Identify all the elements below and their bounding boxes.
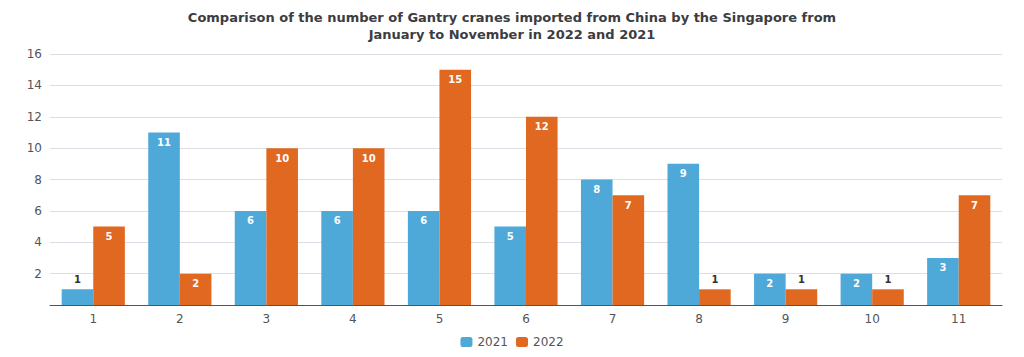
svg-text:10: 10	[27, 141, 42, 155]
svg-text:2: 2	[766, 278, 773, 289]
svg-text:1: 1	[798, 274, 805, 285]
svg-text:4: 4	[34, 235, 42, 249]
svg-text:6: 6	[334, 215, 341, 226]
svg-text:10: 10	[362, 153, 376, 164]
svg-text:3: 3	[263, 312, 271, 326]
svg-text:Comparison of the number of Ga: Comparison of the number of Gantry crane…	[188, 10, 836, 25]
svg-text:5: 5	[436, 312, 444, 326]
svg-text:16: 16	[27, 47, 42, 61]
svg-text:14: 14	[27, 78, 42, 92]
svg-text:2022: 2022	[533, 335, 564, 349]
svg-text:1: 1	[884, 274, 891, 285]
svg-text:1: 1	[711, 274, 718, 285]
svg-text:5: 5	[507, 231, 514, 242]
svg-text:January to November in 2022 an: January to November in 2022 and 2021	[368, 27, 656, 42]
svg-text:9: 9	[680, 168, 687, 179]
svg-text:2021: 2021	[477, 335, 508, 349]
svg-text:1: 1	[89, 312, 97, 326]
svg-text:2: 2	[853, 278, 860, 289]
svg-text:7: 7	[971, 200, 978, 211]
svg-text:9: 9	[782, 312, 790, 326]
svg-text:6: 6	[522, 312, 530, 326]
svg-text:5: 5	[106, 231, 113, 242]
svg-text:6: 6	[34, 204, 42, 218]
svg-text:10: 10	[865, 312, 880, 326]
svg-text:6: 6	[247, 215, 254, 226]
svg-text:8: 8	[593, 184, 600, 195]
svg-text:8: 8	[34, 173, 42, 187]
svg-text:7: 7	[625, 200, 632, 211]
svg-text:12: 12	[535, 121, 549, 132]
svg-text:3: 3	[939, 262, 946, 273]
svg-text:2: 2	[34, 267, 42, 281]
svg-text:11: 11	[951, 312, 966, 326]
svg-text:4: 4	[349, 312, 357, 326]
svg-text:12: 12	[27, 110, 42, 124]
svg-text:15: 15	[448, 74, 462, 85]
svg-text:2: 2	[192, 278, 199, 289]
svg-text:7: 7	[609, 312, 617, 326]
svg-text:1: 1	[74, 274, 81, 285]
svg-text:11: 11	[157, 137, 171, 148]
svg-text:6: 6	[420, 215, 427, 226]
svg-text:8: 8	[695, 312, 703, 326]
svg-text:10: 10	[275, 153, 289, 164]
svg-text:2: 2	[176, 312, 184, 326]
